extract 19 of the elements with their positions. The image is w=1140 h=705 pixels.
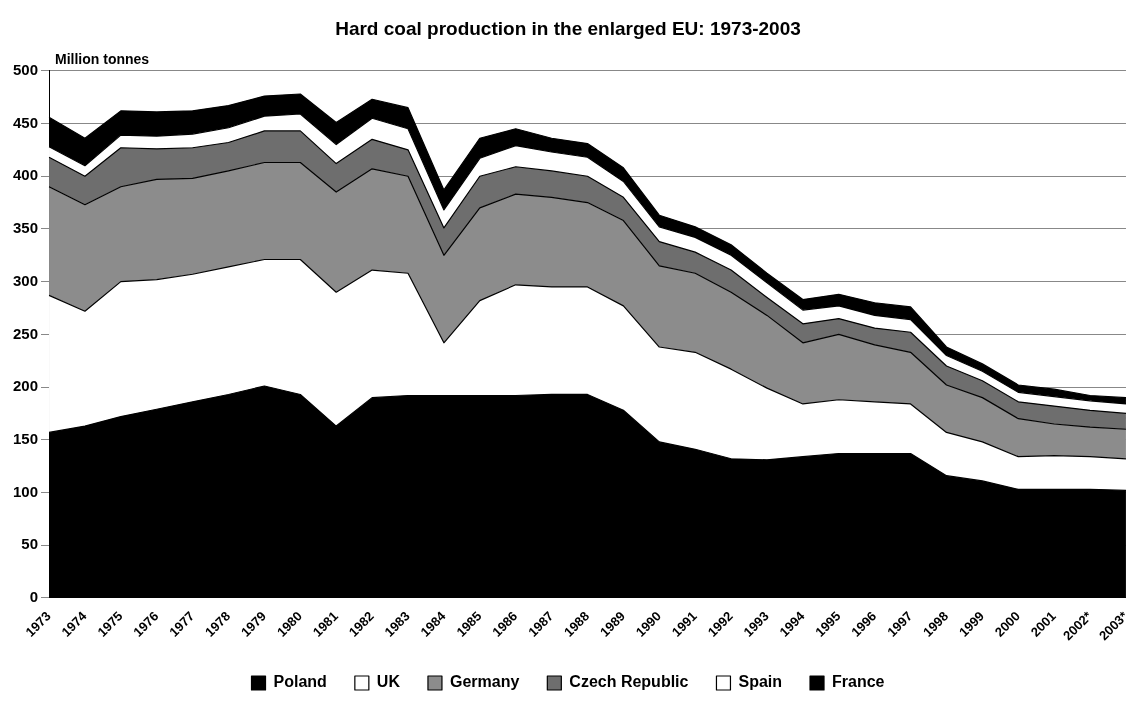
legend-label: France — [832, 673, 885, 691]
legend-label: Poland — [273, 673, 327, 691]
chart-title: Hard coal production in the enlarged EU: 1973-2003 — [335, 17, 801, 39]
y-axis-title: Million tonnes — [55, 50, 150, 67]
y-tick-label: 400 — [13, 166, 39, 184]
legend-label: Czech Republic — [569, 673, 689, 691]
y-tick-label: 100 — [13, 482, 39, 500]
y-tick-label: 50 — [21, 535, 39, 553]
y-tick-label: 150 — [13, 429, 39, 447]
legend-label: UK — [376, 673, 401, 691]
legend-label: Germany — [449, 673, 520, 691]
y-tick-label: 0 — [29, 588, 39, 606]
y-tick-label: 300 — [13, 271, 39, 289]
y-tick-label: 500 — [13, 60, 39, 78]
y-tick-label: 200 — [13, 377, 39, 395]
y-tick-label: 250 — [13, 324, 39, 342]
y-tick-label: 350 — [13, 219, 39, 237]
legend-label: Spain — [738, 673, 783, 691]
y-tick-label: 450 — [13, 113, 39, 131]
